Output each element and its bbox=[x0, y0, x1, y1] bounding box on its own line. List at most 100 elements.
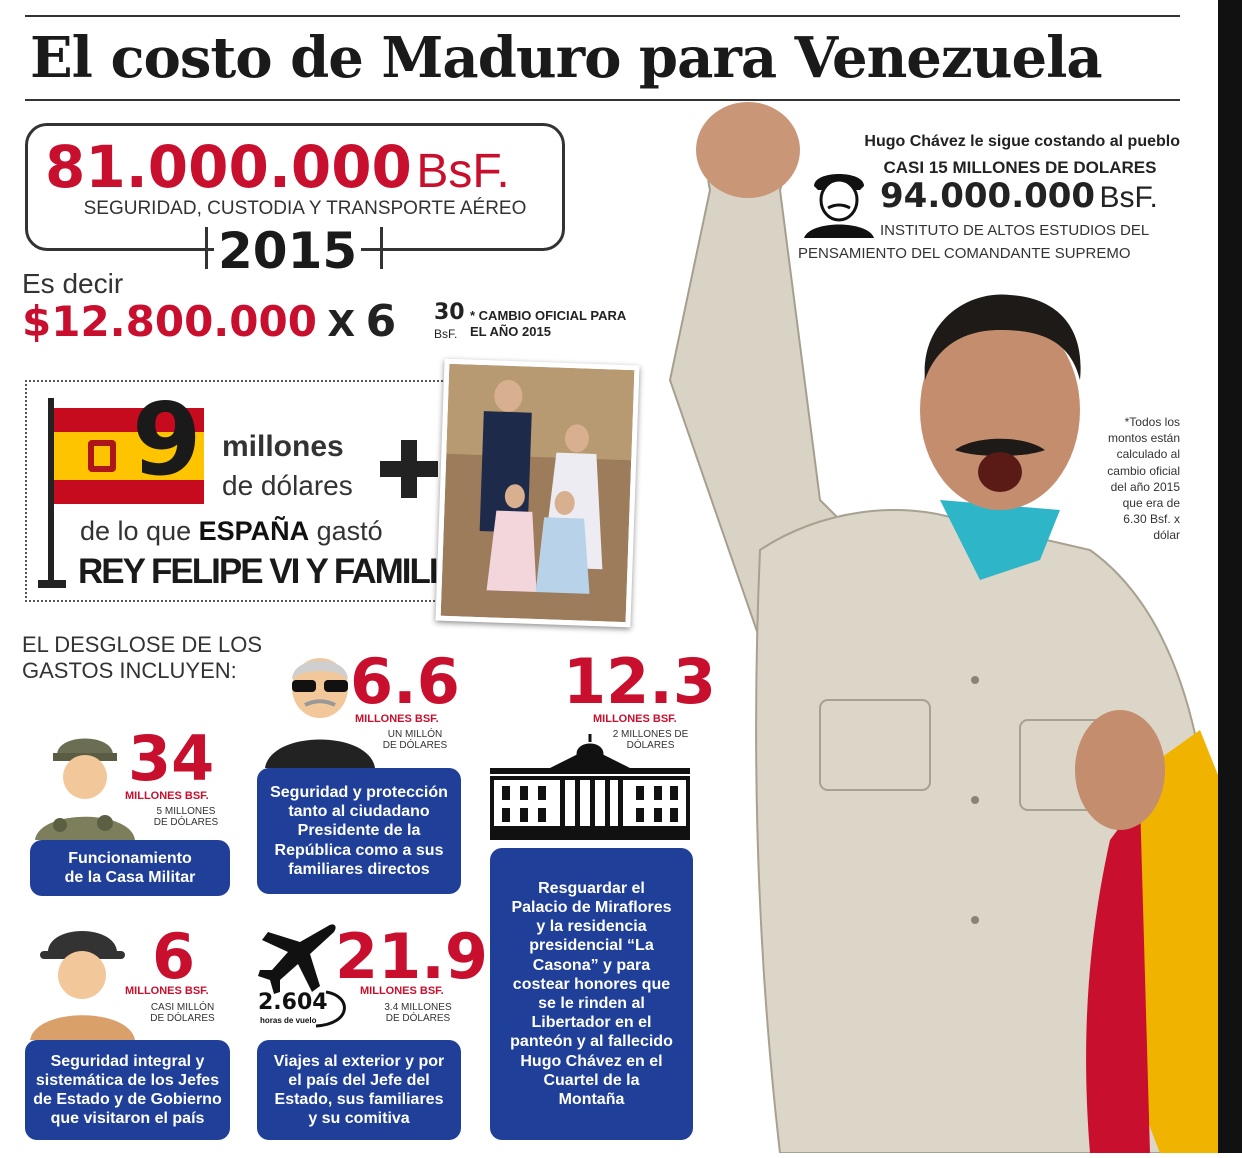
desc-line: Hugo Chávez en el bbox=[520, 1052, 663, 1070]
note-line: dólar bbox=[1153, 528, 1180, 543]
item-description: Seguridad y protección tanto al ciudadan… bbox=[257, 768, 461, 894]
desc-line: tanto al ciudadano bbox=[288, 803, 430, 821]
spain-king: REY FELIPE VI Y FAMILIA bbox=[78, 552, 462, 591]
page-title: El costo de Maduro para Venezuela bbox=[30, 25, 1103, 91]
times-symbol: X bbox=[327, 304, 356, 345]
note-line: del año 2015 bbox=[1110, 479, 1180, 494]
institute-line2: PENSAMIENTO DEL COMANDANTE SUPREMO bbox=[798, 245, 1131, 262]
rate-note: * CAMBIO OFICIAL PARA EL AÑO 2015 bbox=[470, 308, 626, 340]
item-value: 12.3 bbox=[563, 645, 716, 718]
desc-line: que visitaron el país bbox=[50, 1110, 205, 1128]
desc-line: Presidente de la bbox=[297, 822, 421, 840]
soldier-icon bbox=[35, 725, 135, 840]
note-line: *Todos los bbox=[1124, 415, 1180, 429]
desc-line: el país del Jefe del bbox=[288, 1071, 430, 1089]
item-usd-line2: DE DÓLARES bbox=[382, 740, 448, 751]
desc-line: Estado, sus familiares bbox=[274, 1091, 444, 1108]
spain-flag-icon bbox=[36, 392, 211, 592]
rate-decimal: 30 bbox=[434, 300, 465, 325]
top-rule bbox=[25, 15, 1180, 17]
desc-line: Resguardar el bbox=[538, 879, 645, 897]
item-unit: MILLONES BSF. bbox=[593, 713, 677, 725]
palace-icon bbox=[490, 728, 690, 840]
rate-whole: 6 bbox=[365, 296, 397, 347]
desc-line: familiares directos bbox=[288, 860, 430, 878]
year-left-bar bbox=[205, 227, 208, 269]
item-description: Resguardar el Palacio de Miraflores y la… bbox=[490, 848, 693, 1140]
desc-line: Funcionamiento bbox=[68, 849, 192, 867]
plus-icon bbox=[380, 440, 438, 498]
note-line: cambio oficial bbox=[1107, 463, 1180, 478]
item-usd: 2 MILLONES DE DÓLARES bbox=[608, 729, 693, 751]
desc-line: presidencial “La bbox=[529, 937, 654, 955]
item-usd-line1: UN MILLÓN bbox=[387, 729, 443, 740]
chavez-portrait-icon bbox=[800, 158, 878, 238]
amount-number: 81.000.000 bbox=[45, 133, 412, 201]
flights-label: horas de vuelo bbox=[260, 1016, 317, 1025]
spain-country: ESPAÑA bbox=[198, 516, 310, 546]
item-usd: UN MILLÓN DE DÓLARES bbox=[375, 729, 455, 751]
institute-line1: INSTITUTO DE ALTOS ESTUDIOS DEL bbox=[880, 222, 1150, 239]
item-usd-line2: DE DÓLARES bbox=[385, 1013, 451, 1024]
amount-unit: BsF. bbox=[416, 145, 510, 198]
desc-line: Seguridad integral y bbox=[50, 1052, 205, 1070]
note-line: calculado al bbox=[1116, 447, 1180, 462]
item-value: 6.6 bbox=[350, 645, 460, 718]
item-usd-line1: CASI MILLÓN bbox=[150, 1002, 215, 1013]
item-usd-line1: 3.4 MILLONES bbox=[384, 1002, 452, 1013]
title-rule bbox=[25, 99, 1180, 101]
item-usd-line1: 2 MILLONES DE bbox=[612, 729, 689, 740]
rate-unit: BsF. bbox=[434, 327, 458, 341]
desc-line: de Estado y de Gobierno bbox=[33, 1091, 222, 1108]
desc-line: panteón y al fallecido bbox=[510, 1033, 673, 1051]
desc-line: de la Casa Militar bbox=[64, 869, 196, 886]
desc-line: costear honores que bbox=[512, 975, 671, 993]
item-unit: MILLONES BSF. bbox=[355, 713, 439, 725]
item-unit: MILLONES BSF. bbox=[125, 985, 209, 997]
desc-line: Palacio de Miraflores bbox=[511, 899, 672, 917]
item-usd-line2: DE DÓLARES bbox=[150, 1013, 215, 1024]
desc-line: Seguridad y protección bbox=[270, 784, 448, 802]
desc-line: Cuartel de la bbox=[543, 1071, 640, 1089]
desc-line: Montaña bbox=[558, 1090, 625, 1108]
chavez-line1: Hugo Chávez le sigue costando al pueblo bbox=[864, 133, 1180, 150]
year-label: 2015 bbox=[214, 222, 362, 280]
spain-line: de lo que ESPAÑA gastó bbox=[80, 516, 383, 547]
item-usd: 5 MILLONES DE DÓLARES bbox=[150, 806, 222, 828]
breakdown-heading-line1: EL DESGLOSE DE LOS bbox=[22, 632, 263, 657]
spain-millones: millones bbox=[222, 430, 344, 463]
item-usd: CASI MILLÓN DE DÓLARES bbox=[145, 1002, 220, 1024]
item-unit: MILLONES BSF. bbox=[125, 790, 209, 802]
desc-line: y su comitiva bbox=[308, 1110, 410, 1128]
item-usd: 3.4 MILLONES DE DÓLARES bbox=[378, 1002, 458, 1024]
desc-line: Viajes al exterior y por bbox=[273, 1052, 445, 1070]
item-description: Seguridad integral y sistemática de los … bbox=[25, 1040, 230, 1140]
year-right-bar bbox=[380, 227, 383, 269]
item-unit: MILLONES BSF. bbox=[360, 985, 444, 997]
item-usd-line1: 5 MILLONES bbox=[156, 806, 216, 817]
item-usd-line2: DÓLARES bbox=[626, 740, 675, 751]
spain-number: 9 bbox=[132, 381, 202, 498]
note-line: 6.30 Bsf. x bbox=[1123, 512, 1180, 527]
desc-line: República como a sus bbox=[274, 841, 444, 859]
chavez-amount-number: 94.000.000 bbox=[880, 176, 1096, 216]
desc-line: Casona” y para bbox=[532, 956, 651, 974]
item-usd-line2: DE DÓLARES bbox=[153, 817, 219, 828]
item-value: 6 bbox=[152, 920, 196, 993]
chavez-amount-unit: BsF. bbox=[1099, 181, 1158, 214]
family-photo bbox=[435, 358, 640, 628]
spain-line-prefix: de lo que bbox=[80, 516, 199, 546]
desc-line: sistemática de los Jefes bbox=[35, 1071, 220, 1089]
breakdown-heading: EL DESGLOSE DE LOS GASTOS INCLUYEN: bbox=[22, 632, 262, 685]
note-line: montos están bbox=[1107, 431, 1180, 446]
bodyguard-icon bbox=[265, 650, 375, 768]
item-description: Funcionamiento de la Casa Militar bbox=[30, 840, 230, 896]
amount-line: 81.000.000 BsF. bbox=[45, 133, 510, 201]
maduro-photo bbox=[640, 80, 1222, 1154]
chavez-amount-line: 94.000.000 BsF. bbox=[880, 176, 1158, 216]
usd-amount: $12.800.000 bbox=[22, 297, 317, 346]
flights-badge: 2.604 horas de vuelo bbox=[256, 988, 354, 1028]
usd-line: $12.800.000 X 6 bbox=[22, 296, 396, 347]
desc-line: y la residencia bbox=[536, 918, 647, 936]
note-line: que era de bbox=[1122, 495, 1180, 510]
